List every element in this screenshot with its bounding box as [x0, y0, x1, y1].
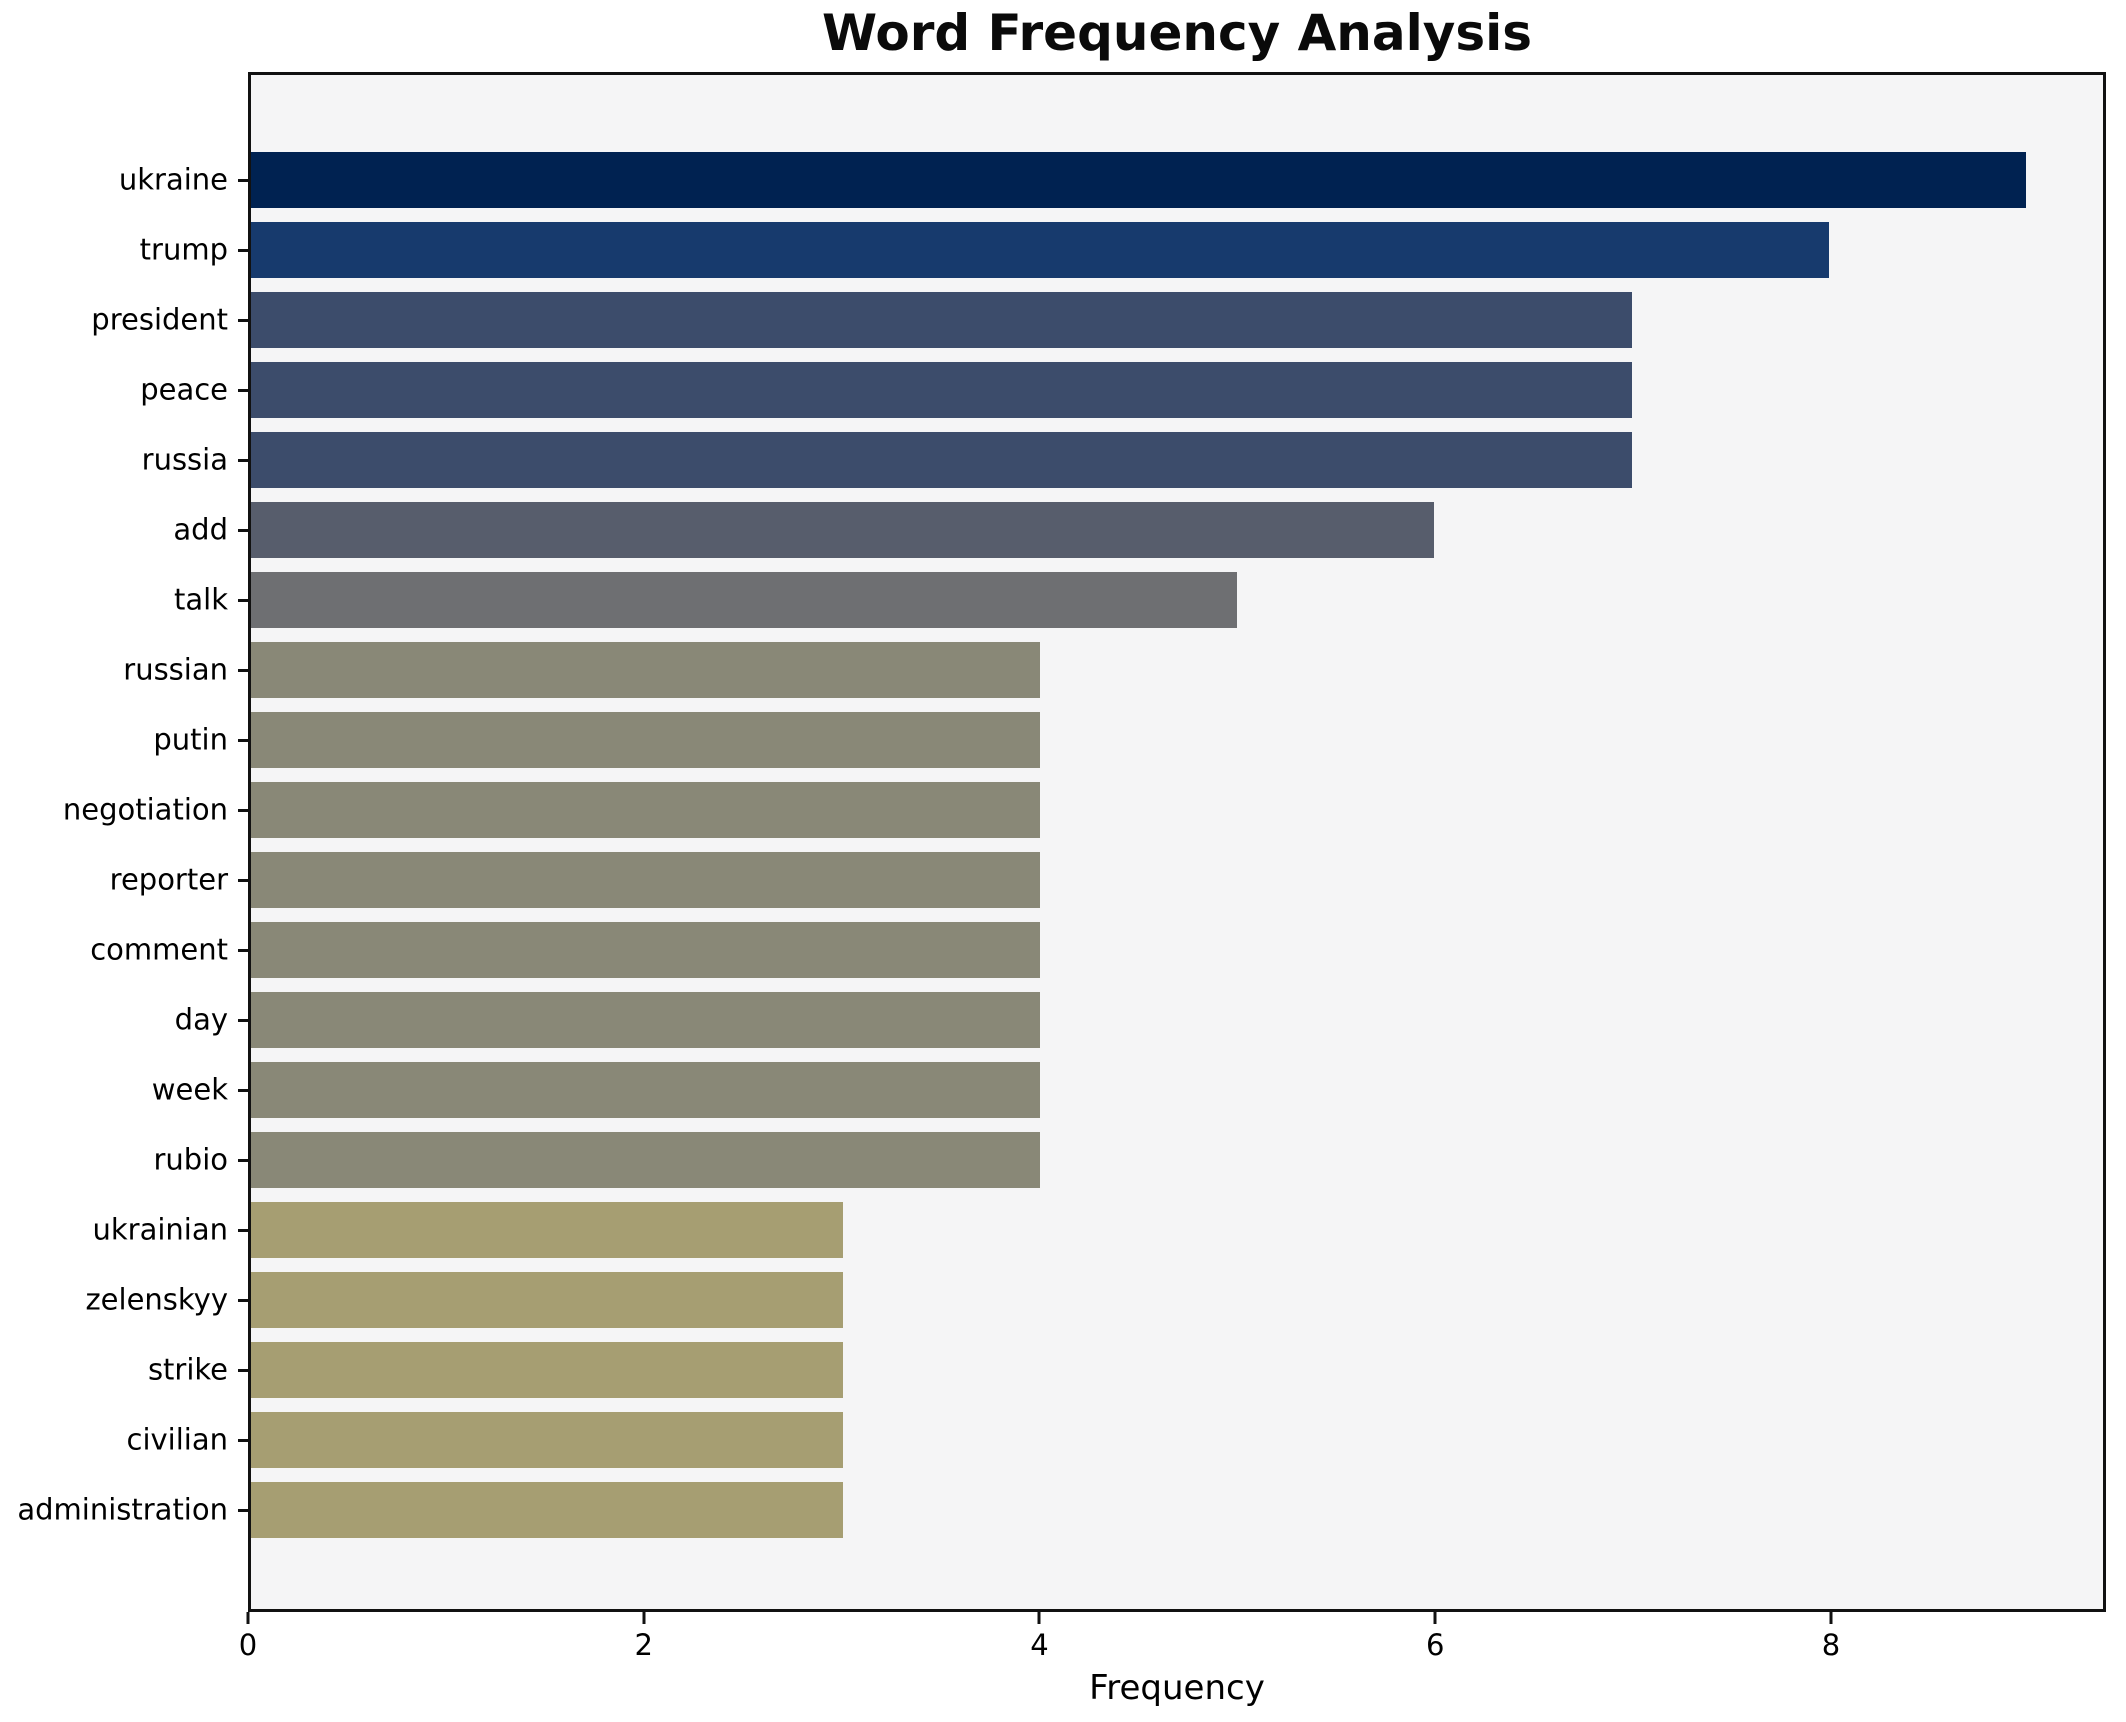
y-tick-label: week	[151, 1072, 228, 1107]
bar-row: zelenskyy	[85, 1265, 2103, 1335]
y-tick-label: talk	[174, 582, 228, 617]
bar-row: day	[175, 985, 2103, 1055]
y-tick-label: zelenskyy	[85, 1282, 228, 1317]
y-tick-label: ukraine	[118, 162, 228, 197]
bar	[251, 1482, 843, 1538]
bar	[251, 642, 1040, 698]
x-tick-mark	[1037, 1612, 1041, 1624]
bar	[251, 152, 2027, 208]
plot-area: ukraine trump president peace russia add talk r…	[17, 72, 2106, 1612]
bar	[251, 432, 1632, 488]
y-tick-label: peace	[140, 372, 228, 407]
y-tick	[238, 1019, 248, 1022]
bar-row: peace	[140, 355, 2103, 425]
x-tick-mark	[642, 1612, 646, 1624]
y-tick	[238, 529, 248, 532]
x-tick-label: 0	[238, 1628, 258, 1662]
y-tick-label: negotiation	[62, 792, 228, 827]
y-tick	[238, 1439, 248, 1442]
x-tick-mark	[1433, 1612, 1437, 1624]
bar-row: trump	[140, 215, 2103, 285]
y-tick-label: administration	[17, 1492, 228, 1527]
bar	[251, 852, 1040, 908]
bar-row: administration	[17, 1475, 2103, 1545]
bar-row: talk	[174, 565, 2103, 635]
y-tick	[238, 809, 248, 812]
y-tick	[238, 389, 248, 392]
bar	[251, 502, 1435, 558]
y-tick	[238, 949, 248, 952]
x-tick-mark	[1829, 1612, 1833, 1624]
y-tick-label: rubio	[153, 1142, 228, 1177]
y-tick	[238, 879, 248, 882]
bar	[251, 1342, 843, 1398]
bar	[251, 712, 1040, 768]
y-tick	[238, 669, 248, 672]
bar-row: ukraine	[119, 145, 2103, 215]
bar	[251, 362, 1632, 418]
y-tick-label: day	[174, 1002, 228, 1037]
y-tick-label: comment	[90, 932, 228, 967]
bar	[251, 992, 1040, 1048]
y-tick-label: civilian	[126, 1422, 229, 1457]
x-tick-label: 8	[1821, 1628, 1841, 1662]
bar-row: negotiation	[63, 775, 2103, 845]
y-tick-label: reporter	[109, 862, 228, 897]
y-tick	[238, 1089, 248, 1092]
bar-row: civilian	[127, 1405, 2103, 1475]
x-tick-mark	[246, 1612, 250, 1624]
bar	[251, 922, 1040, 978]
y-tick	[238, 1229, 248, 1232]
bar-row: strike	[148, 1335, 2103, 1405]
y-tick	[238, 249, 248, 252]
bar	[251, 1062, 1040, 1118]
y-tick	[238, 459, 248, 462]
y-tick-label: trump	[139, 232, 228, 267]
y-tick	[238, 599, 248, 602]
x-tick-label: 2	[634, 1628, 653, 1662]
y-tick	[238, 319, 248, 322]
y-tick	[238, 1509, 248, 1512]
bar-row: rubio	[153, 1125, 2103, 1195]
bar-row: reporter	[110, 845, 2103, 915]
bar	[251, 1412, 843, 1468]
bars-container: ukraine trump president peace russia add talk r…	[17, 75, 2103, 1609]
y-tick-label: russian	[123, 652, 228, 687]
bar-row: president	[91, 285, 2103, 355]
y-tick-label: strike	[147, 1352, 228, 1387]
y-tick-label: russia	[141, 442, 228, 477]
bar	[251, 1132, 1040, 1188]
chart-title: Word Frequency Analysis	[821, 4, 1533, 62]
bar-row: putin	[153, 705, 2103, 775]
y-tick-label: president	[91, 302, 228, 337]
y-tick	[238, 1369, 248, 1372]
bar	[251, 782, 1040, 838]
y-tick-label: ukrainian	[92, 1212, 228, 1247]
bar-row: comment	[90, 915, 2103, 985]
bar	[251, 1272, 843, 1328]
bar	[251, 1202, 843, 1258]
y-tick	[238, 739, 248, 742]
y-tick	[238, 179, 248, 182]
bar	[251, 292, 1632, 348]
y-tick	[238, 1159, 248, 1162]
x-tick-label: 6	[1425, 1628, 1445, 1662]
bar-row: russia	[142, 425, 2103, 495]
bar-row: ukrainian	[92, 1195, 2103, 1265]
x-axis: 0 2 4 6 8	[239, 1612, 2106, 1682]
bar-row: week	[152, 1055, 2103, 1125]
bar-row: add	[173, 495, 2103, 565]
y-tick-label: add	[173, 512, 228, 547]
bar	[251, 572, 1238, 628]
y-tick-label: putin	[153, 722, 228, 757]
bar	[251, 222, 1829, 278]
bar-row: russian	[123, 635, 2103, 705]
x-axis-label: Frequency	[1089, 1668, 1265, 1708]
x-tick-label: 4	[1030, 1628, 1049, 1662]
y-tick	[238, 1299, 248, 1302]
